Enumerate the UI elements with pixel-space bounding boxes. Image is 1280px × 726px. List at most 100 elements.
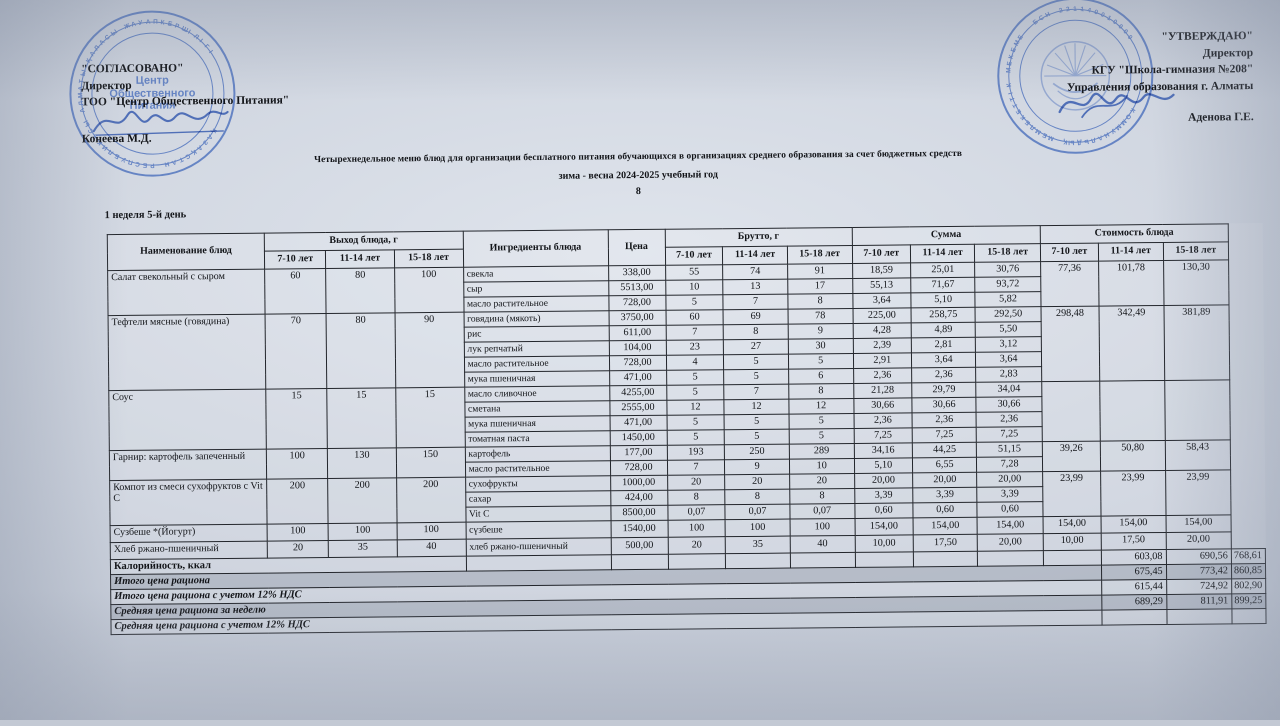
cell-ingredient-price: 611,00 [609, 325, 666, 341]
summary-value-2 [1232, 609, 1266, 624]
cell-sum-0: 2,91 [853, 353, 911, 369]
cell-sum-0: 10,00 [855, 535, 913, 553]
cell-gross-2: 8 [789, 488, 854, 504]
cell-gross-0: 7 [667, 460, 725, 476]
th-yield-age-0: 7-10 лет [264, 251, 326, 270]
cell-gross-2: 10 [789, 458, 854, 474]
th-cost-age-2: 15-18 лет [1163, 242, 1229, 261]
th-price: Цена [608, 229, 665, 266]
cell-gross-0: 8 [667, 490, 725, 506]
cell-ingredient-price: 3750,00 [609, 310, 666, 326]
summary-value-0: 675,45 [1102, 564, 1167, 580]
th-gross-age-0: 7-10 лет [665, 247, 723, 266]
cell-gross-1: 9 [725, 459, 789, 475]
cell-yield-2: 40 [397, 539, 466, 557]
cell-gross-2: 17 [787, 278, 852, 294]
cell-ingredient-name: масло растительное [465, 461, 610, 477]
cell-dish-cost-2: 58,43 [1165, 440, 1231, 471]
cell-gross-0: 5 [667, 430, 725, 446]
cell-yield-0: 20 [267, 540, 329, 558]
cell-gross-2: 100 [790, 518, 855, 536]
cell-yield-2: 200 [396, 477, 465, 523]
cell-sum-0: 4,28 [853, 323, 911, 339]
cell-gross-1: 0,07 [725, 504, 789, 520]
cell-ingredient-price: 728,00 [610, 460, 667, 476]
cell-sum-0: 18,59 [852, 263, 910, 279]
cell-sum-2: 292,50 [975, 307, 1040, 323]
th-gross-age-1: 11-14 лет [723, 246, 787, 265]
cell-dish-cost-1: 154,00 [1101, 515, 1166, 533]
cell-gross-0: 100 [668, 520, 726, 538]
cell-sum-0: 5,10 [854, 458, 912, 474]
cell-yield-0: 70 [265, 314, 327, 390]
cell-sum-1: 154,00 [913, 517, 978, 535]
cell-sum-1: 2,36 [912, 412, 977, 428]
cell-dish-cost-2: 23,99 [1165, 470, 1231, 516]
cell-dish-cost-0 [1041, 381, 1100, 442]
cell-ingredient-name: сүзбеше [466, 521, 611, 539]
cell-yield-1: 35 [329, 540, 397, 558]
cell-gross-1: 13 [723, 279, 787, 295]
cell-gross-1: 27 [724, 339, 788, 355]
cell-sum-0: 0,60 [855, 503, 913, 519]
cell-sum-0: 154,00 [855, 518, 913, 536]
cell-yield-0: 100 [267, 523, 329, 541]
cell-sum-1: 5,10 [911, 292, 976, 308]
summary-value-2: 899,25 [1232, 594, 1266, 609]
cell-gross-0: 23 [666, 340, 724, 356]
cell-gross-2: 5 [789, 413, 854, 429]
cell-ingredient-price: 5513,00 [608, 280, 665, 296]
cell-sum-0: 225,00 [853, 308, 911, 324]
cell-sum-1: 3,39 [913, 487, 978, 503]
cell-sum-0: 2,36 [854, 413, 912, 429]
summary-empty-cell [466, 555, 611, 571]
cell-dish-cost-1: 23,99 [1101, 470, 1166, 516]
cell-yield-2: 100 [397, 522, 466, 540]
cell-sum-1: 3,64 [911, 352, 976, 368]
cell-ingredient-price: 338,00 [608, 265, 665, 281]
cell-gross-1: 7 [724, 384, 788, 400]
cell-dish-name: Сузбеше *(Йогурт) [110, 524, 267, 543]
cell-dish-name: Гарнир: картофель запеченный [109, 449, 266, 481]
cell-gross-2: 40 [790, 535, 855, 553]
cell-ingredient-name: масло растительное [464, 356, 609, 372]
cell-sum-1: 20,00 [913, 472, 978, 488]
th-dish-name: Наименование блюд [107, 233, 264, 271]
th-sum-group: Сумма [852, 226, 1040, 246]
cell-sum-0: 7,25 [854, 428, 912, 444]
approval-right-line-0: "УТВЕРЖДАЮ" [1066, 28, 1253, 46]
summary-value-2: 802,90 [1232, 579, 1266, 594]
cell-sum-2: 0,60 [977, 502, 1042, 518]
cell-ingredient-price: 177,00 [610, 445, 667, 461]
approval-right-line-2: КГУ "Школа-гимназия №208" [1067, 61, 1254, 79]
summary-value-0: 603,08 [1101, 549, 1166, 565]
cell-ingredient-price: 728,00 [608, 295, 665, 311]
cell-ingredient-price: 471,00 [610, 415, 667, 431]
cell-gross-0: 20 [667, 475, 725, 491]
cell-dish-cost-0: 39,26 [1042, 441, 1101, 472]
cell-sum-1: 258,75 [911, 307, 976, 323]
th-cost-age-0: 7-10 лет [1040, 243, 1098, 262]
cell-gross-0: 5 [666, 370, 724, 386]
approval-right-line-4: Аденова Г.Е. [1067, 109, 1254, 127]
cell-ingredient-name: мука пшеничная [464, 371, 609, 387]
cell-sum-2: 5,82 [975, 292, 1040, 308]
cell-ingredient-name: Vit C [465, 506, 610, 522]
summary-value-1: 811,91 [1166, 594, 1231, 610]
th-dish-cost-group: Стоимость блюда [1040, 224, 1228, 244]
menu-table-container: Наименование блюд Выход блюда, г Ингреди… [107, 223, 1267, 635]
approval-left-line-1: Директор [81, 76, 289, 95]
cell-sum-0: 2,39 [853, 338, 911, 354]
cell-ingredient-price: 728,00 [609, 355, 666, 371]
cell-sum-0: 34,16 [854, 443, 912, 459]
cell-dish-cost-2 [1164, 380, 1230, 441]
cell-yield-2: 100 [394, 267, 463, 313]
th-cost-age-1: 11-14 лет [1098, 242, 1163, 261]
cell-sum-2: 154,00 [977, 517, 1042, 535]
cell-ingredient-name: рис [464, 326, 609, 342]
cell-dish-name: Компот из смеси сухофруктов с Vit C [110, 479, 267, 526]
cell-yield-1: 200 [328, 478, 397, 524]
cell-gross-0: 0,07 [667, 505, 725, 521]
cell-dish-cost-0: 154,00 [1043, 516, 1101, 534]
